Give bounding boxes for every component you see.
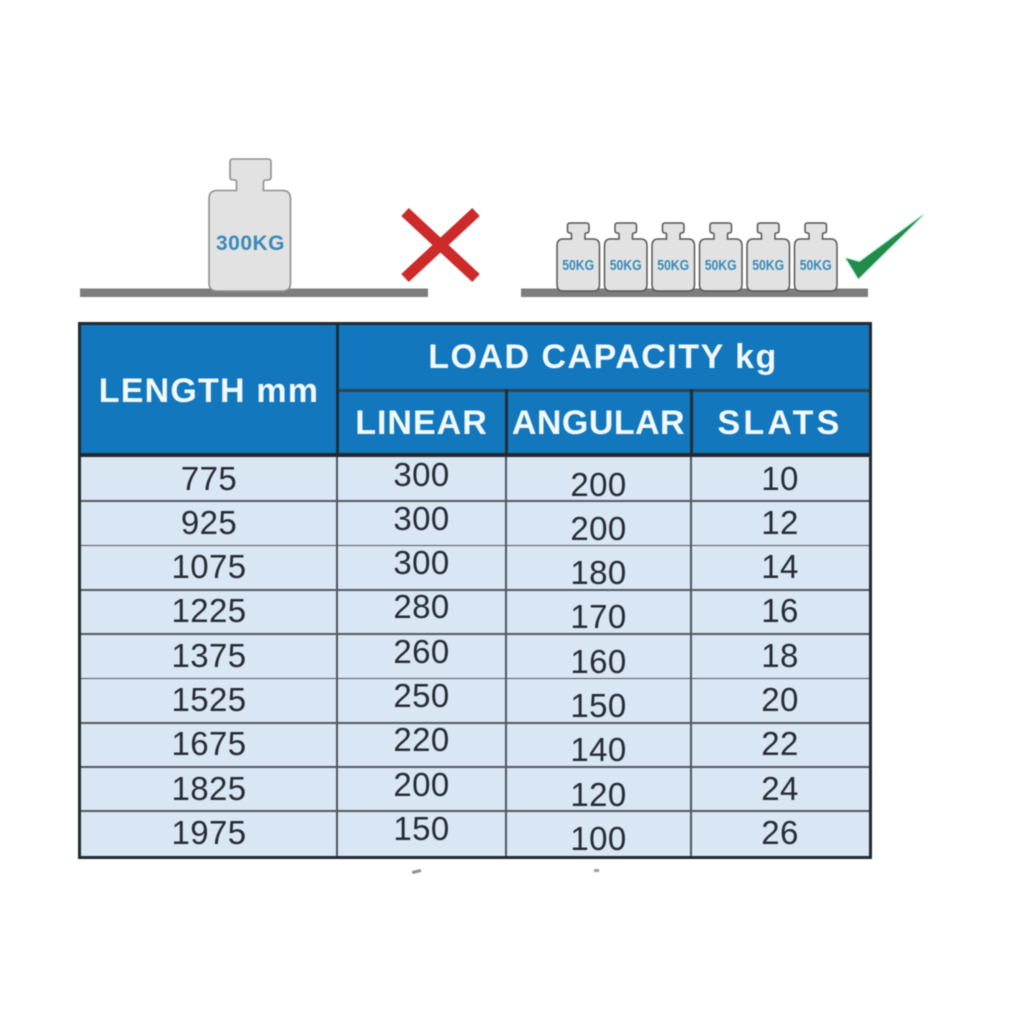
svg-text:50KG: 50KG — [657, 258, 689, 274]
svg-text:50KG: 50KG — [705, 258, 737, 274]
svg-text:50KG: 50KG — [610, 258, 642, 274]
svg-text:50KG: 50KG — [562, 258, 594, 274]
svg-text:50KG: 50KG — [800, 258, 832, 274]
svg-text:300KG: 300KG — [216, 232, 285, 255]
svg-text:50KG: 50KG — [752, 258, 784, 274]
